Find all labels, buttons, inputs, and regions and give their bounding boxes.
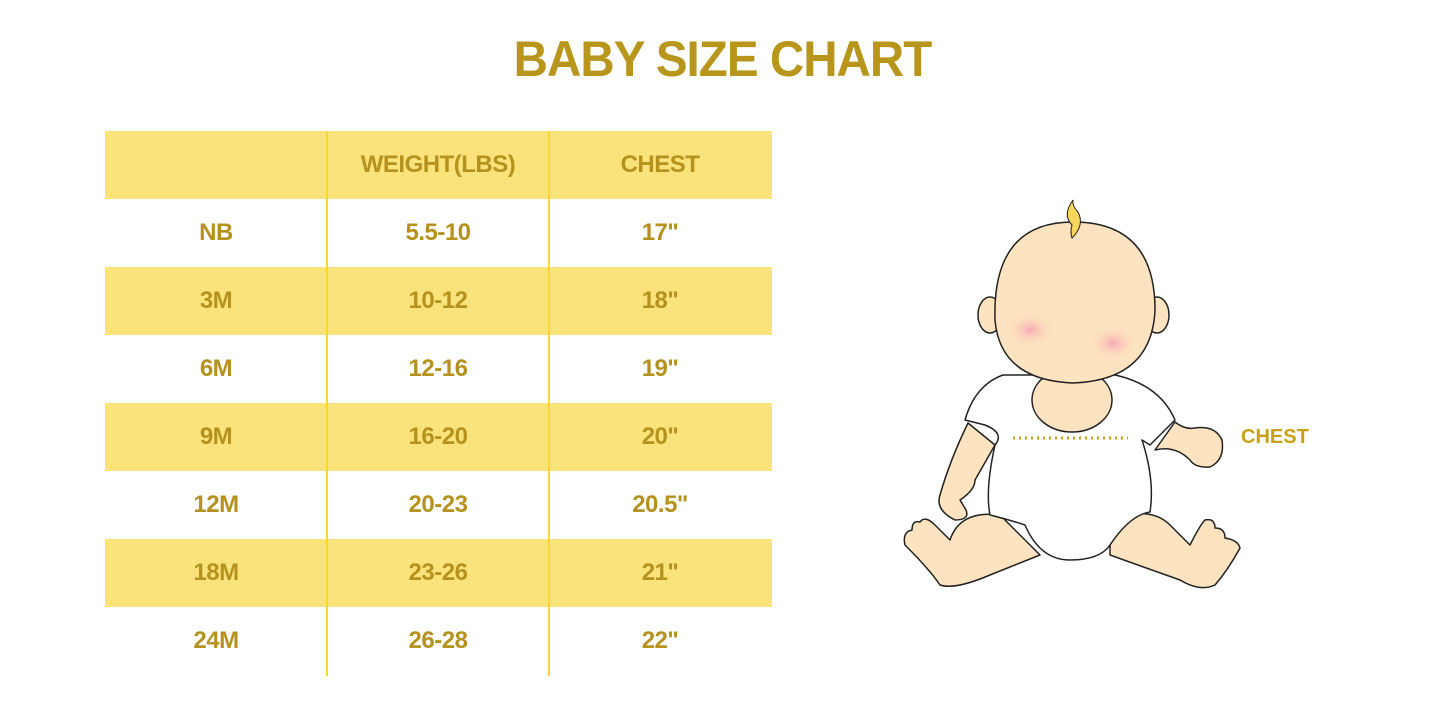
- page-title: BABY SIZE CHART: [513, 31, 933, 87]
- right-arm: [1154, 421, 1224, 468]
- size-cell: 9M: [199, 423, 233, 450]
- header-cell-weight: WEIGHT(LBS): [360, 151, 516, 178]
- chest-cell: 20": [641, 423, 679, 450]
- right-leg: [1109, 512, 1241, 589]
- chest-cell: 20.5": [632, 491, 688, 518]
- column-divider: [326, 131, 328, 676]
- weight-cell: 20-23: [408, 491, 468, 518]
- head: [994, 221, 1156, 384]
- table-row: 18M 23-26 21": [105, 539, 772, 607]
- chest-cell: 18": [641, 287, 679, 314]
- size-cell: 3M: [199, 287, 233, 314]
- size-cell: 12M: [193, 491, 239, 518]
- chest-cell: 22": [641, 627, 679, 654]
- weight-cell: 16-20: [408, 423, 468, 450]
- left-arm: [938, 422, 996, 521]
- header-cell-chest: CHEST: [620, 151, 700, 178]
- table-row: NB 5.5-10 17": [105, 199, 772, 267]
- chest-cell: 17": [641, 219, 679, 246]
- hair-curl: [1066, 199, 1081, 239]
- shirt: [964, 374, 1176, 561]
- table-row: 12M 20-23 20.5": [105, 471, 772, 539]
- size-table: WEIGHT(LBS) CHEST NB 5.5-10 17" 3M 10-12 18" 6…: [105, 131, 772, 676]
- column-divider: [548, 131, 550, 676]
- chest-label: CHEST: [1241, 426, 1309, 448]
- table-row: 3M 10-12 18": [105, 267, 772, 335]
- size-cell: NB: [199, 219, 233, 246]
- size-cell: 24M: [193, 627, 239, 654]
- table-row: 6M 12-16 19": [105, 335, 772, 403]
- left-leg: [903, 513, 1041, 587]
- chest-cell: 21": [641, 559, 679, 586]
- table-header-row: WEIGHT(LBS) CHEST: [105, 131, 772, 199]
- weight-cell: 26-28: [408, 627, 468, 654]
- weight-cell: 12-16: [408, 355, 468, 382]
- weight-cell: 23-26: [408, 559, 468, 586]
- size-cell: 6M: [199, 355, 233, 382]
- size-cell: 18M: [193, 559, 239, 586]
- chest-cell: 19": [641, 355, 679, 382]
- weight-cell: 10-12: [408, 287, 468, 314]
- weight-cell: 5.5-10: [405, 219, 471, 246]
- table-row: 9M 16-20 20": [105, 403, 772, 471]
- table-row: 24M 26-28 22": [105, 607, 772, 675]
